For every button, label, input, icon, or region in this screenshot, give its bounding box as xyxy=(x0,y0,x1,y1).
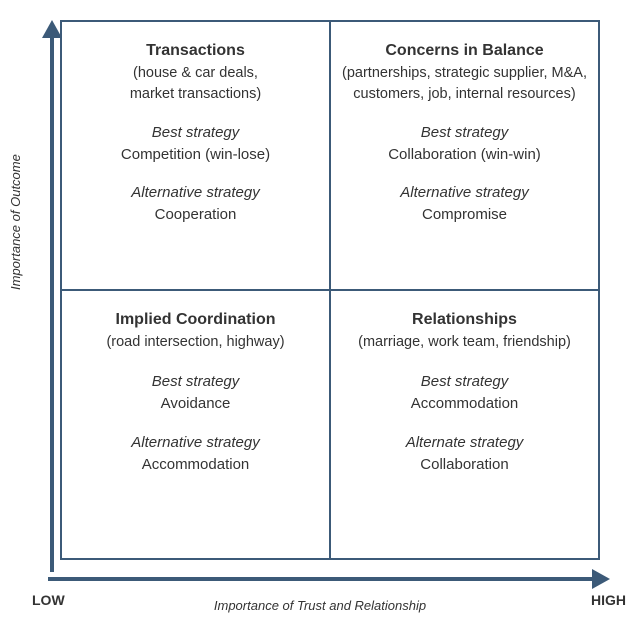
alt-strategy-value: Compromise xyxy=(422,205,507,225)
best-strategy-value: Accommodation xyxy=(411,394,519,414)
alt-strategy-label: Alternative strategy xyxy=(131,433,259,453)
alt-strategy-label: Alternative strategy xyxy=(131,183,259,203)
best-strategy-label: Best strategy xyxy=(421,372,509,392)
quadrant-desc-line1: (marriage, work team, friendship) xyxy=(358,333,571,353)
quadrant-top-left: Transactions (house & car deals, market … xyxy=(61,21,330,290)
best-strategy-label: Best strategy xyxy=(152,123,240,143)
alt-strategy-label: Alternate strategy xyxy=(406,433,524,453)
alt-strategy-value: Collaboration xyxy=(420,455,508,475)
y-axis-label: Importance of Outcome xyxy=(8,154,23,290)
quadrant-grid: Transactions (house & car deals, market … xyxy=(60,20,600,560)
quadrant-matrix: Transactions (house & car deals, market … xyxy=(60,20,600,560)
y-axis-shaft xyxy=(50,30,54,572)
quadrant-title: Transactions xyxy=(146,40,245,62)
alt-strategy-value: Accommodation xyxy=(142,455,250,475)
x-axis-label: Importance of Trust and Relationship xyxy=(0,598,640,613)
quadrant-title: Relationships xyxy=(412,309,517,331)
x-axis-arrow xyxy=(48,572,610,586)
alt-strategy-label: Alternative strategy xyxy=(400,183,528,203)
best-strategy-label: Best strategy xyxy=(152,372,240,392)
x-axis-arrowhead xyxy=(592,569,610,589)
quadrant-title: Concerns in Balance xyxy=(385,40,543,62)
quadrant-desc-line2: customers, job, internal resources) xyxy=(353,85,575,105)
quadrant-top-right: Concerns in Balance (partnerships, strat… xyxy=(330,21,599,290)
x-axis-shaft xyxy=(48,577,600,581)
quadrant-bottom-left: Implied Coordination (road intersection,… xyxy=(61,290,330,559)
quadrant-desc-line1: (house & car deals, xyxy=(133,64,258,84)
alt-strategy-value: Cooperation xyxy=(155,205,237,225)
quadrant-title: Implied Coordination xyxy=(116,309,276,331)
best-strategy-value: Collaboration (win-win) xyxy=(388,145,541,165)
y-axis-arrow xyxy=(45,20,59,572)
best-strategy-value: Competition (win-lose) xyxy=(121,145,270,165)
quadrant-desc-line1: (partnerships, strategic supplier, M&A, xyxy=(342,64,587,84)
best-strategy-label: Best strategy xyxy=(421,123,509,143)
best-strategy-value: Avoidance xyxy=(161,394,231,414)
quadrant-bottom-right: Relationships (marriage, work team, frie… xyxy=(330,290,599,559)
quadrant-desc-line1: (road intersection, highway) xyxy=(106,333,284,353)
quadrant-desc-line2: market transactions) xyxy=(130,85,261,105)
